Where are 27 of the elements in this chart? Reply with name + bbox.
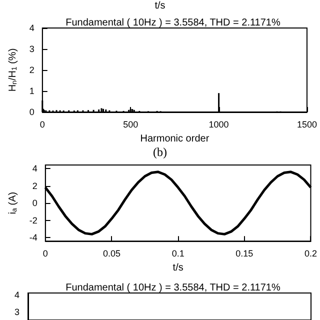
x-tick-label: 0 [40, 120, 45, 130]
y-tick-label: 2 [32, 180, 38, 191]
text: t/s [154, 0, 166, 12]
x-tick-label: 1500 [296, 120, 318, 130]
y-tick-label: 4 [29, 23, 34, 33]
x-tick-label: 0 [42, 248, 48, 259]
y-tick-label: 2 [29, 65, 34, 75]
text: (b) [153, 145, 167, 159]
x-axis-title: t/s [172, 262, 184, 274]
text: 4 [14, 290, 20, 300]
x-tick-label: 0.1 [172, 248, 184, 259]
chart-title: Fundamental ( 10Hz ) = 3.5584, THD = 2.1171% [66, 18, 280, 28]
y-tick-label: 0 [29, 107, 34, 117]
y-tick-label: -4 [29, 232, 38, 243]
y-tick-label: 3 [29, 44, 34, 54]
y-tick-label: 1 [29, 86, 34, 96]
x-tick-label: 500 [123, 120, 138, 130]
x-tick-label: 1000 [208, 120, 229, 130]
x-tick-label: 0.05 [102, 248, 121, 259]
text: Fundamental ( 10Hz ) = 3.5584, THD = 2.1171% [66, 282, 280, 294]
y-tick-label: -2 [29, 215, 38, 226]
x-tick-label: 0.2 [304, 248, 317, 259]
x-axis-title: Harmonic order [140, 133, 210, 144]
y-tick-label: 0 [32, 198, 38, 208]
x-tick-label: 0.15 [236, 248, 254, 259]
text: 3 [14, 307, 20, 317]
y-tick-label: 4 [32, 163, 38, 174]
